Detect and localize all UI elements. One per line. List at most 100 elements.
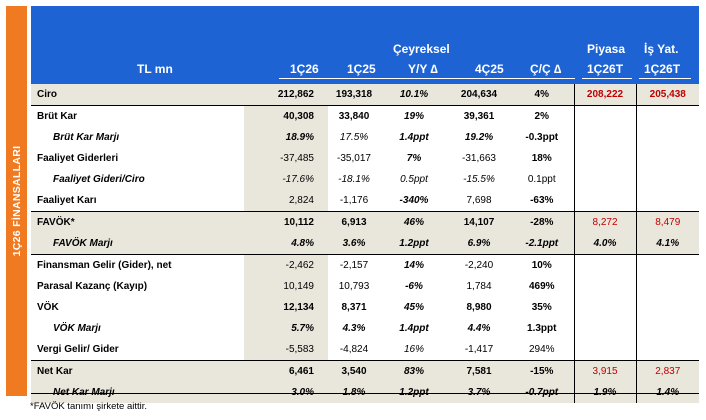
row-label: Faaliyet Karı <box>37 195 97 206</box>
cell-piyasa <box>573 297 636 318</box>
cell-piyasa <box>573 105 636 127</box>
cell-4c25: -15.5% <box>463 174 495 185</box>
cell-4c25: -2,240 <box>448 254 510 276</box>
cell-yy: 1.2ppt <box>380 233 448 255</box>
cell-cc: -15% <box>510 360 574 382</box>
cell-1c25: 1.8% <box>328 382 380 403</box>
cell-isyat <box>635 148 699 169</box>
row-vergi: Vergi Gelir/ Gider -5,583 -4,824 16% -1,… <box>31 339 699 361</box>
cell-4c25: 4.4% <box>467 323 491 334</box>
header-col-4c25: 4Ç25 <box>475 62 504 76</box>
row-label: Net Kar Marjı <box>31 382 244 403</box>
cell-isyat <box>635 105 699 127</box>
cell-yy: 45% <box>403 302 424 313</box>
cell-1c26: 10,112 <box>244 211 328 233</box>
row-label: Parasal Kazanç (Kayıp) <box>37 281 148 292</box>
cell-isyat <box>635 276 699 297</box>
cell-1c26: 3.0% <box>244 382 328 403</box>
cell-piyasa: 1.9% <box>573 382 636 403</box>
cell-1c25: -4,824 <box>339 344 369 355</box>
cell-isyat: 4.1% <box>635 233 699 255</box>
cell-cc: 35% <box>531 302 552 313</box>
cell-yy: 16% <box>403 344 424 355</box>
cell-isyat: 1.4% <box>635 382 699 403</box>
cell-yy: 1.4ppt <box>399 132 429 143</box>
cell-piyasa: 3,915 <box>573 360 636 382</box>
cell-4c25: 1,784 <box>466 281 492 292</box>
row-label: FAVÖK* <box>31 211 244 233</box>
cell-1c26: 212,862 <box>244 84 328 106</box>
cell-1c25: 6,913 <box>328 211 380 233</box>
cell-cc: 4% <box>510 84 574 106</box>
cell-1c26: -37,485 <box>244 148 328 169</box>
row-faaliyet-gideri-ciro: Faaliyet Gideri/Ciro -17.6% -18.1% 0.5pp… <box>31 169 699 190</box>
cell-yy: -340% <box>399 195 429 206</box>
header-col-1c26: 1Ç26 <box>290 62 319 76</box>
row-net-kar: Net Kar 6,461 3,540 83% 7,581 -15% 3,915… <box>31 360 699 382</box>
cell-1c26: 4.8% <box>244 233 328 255</box>
cell-yy: 10.1% <box>380 84 448 106</box>
cell-1c25: 8,371 <box>341 302 367 313</box>
row-faaliyet-kari: Faaliyet Karı 2,824 -1,176 -340% 7,698 -… <box>31 190 699 212</box>
cell-cc: -2.1ppt <box>510 233 574 255</box>
cell-piyasa <box>573 169 636 190</box>
cell-1c25: -35,017 <box>337 153 371 164</box>
cell-piyasa: 208,222 <box>573 84 636 106</box>
header-piyasa-bottom: 1Ç26T <box>587 62 624 76</box>
cell-cc: 469% <box>528 281 555 292</box>
table-header: TL mn 1Ç26 1Ç25 Çeyreksel Y/Y ∆ 4Ç25 Ç/Ç… <box>31 6 699 84</box>
row-brut-kar-marji: Brüt Kar Marjı 18.9% 17.5% 1.4ppt 19.2% … <box>31 127 699 148</box>
row-faaliyet-giderleri: Faaliyet Giderleri -37,485 -35,017 7% -3… <box>31 148 699 169</box>
row-net-kar-marji: Net Kar Marjı 3.0% 1.8% 1.2ppt 3.7% -0.7… <box>31 382 699 403</box>
cell-1c26: -5,583 <box>244 339 328 361</box>
row-vok-marji: VÖK Marjı 5.7% 4.3% 1.4ppt 4.4% 1.3ppt <box>31 318 699 339</box>
cell-4c25: -1,417 <box>464 344 494 355</box>
row-label: Ciro <box>31 84 244 106</box>
cell-piyasa <box>573 190 636 212</box>
cell-piyasa: 4.0% <box>573 233 636 255</box>
row-label: FAVÖK Marjı <box>31 233 244 255</box>
row-finansman: Finansman Gelir (Gider), net -2,462 -2,1… <box>31 254 699 276</box>
cell-isyat: 8,479 <box>635 211 699 233</box>
header-metric-label: TL mn <box>137 62 173 76</box>
cell-yy: 0.5ppt <box>400 174 428 185</box>
cell-cc: 0.1ppt <box>527 174 556 185</box>
header-col-yy: Y/Y ∆ <box>408 62 438 76</box>
cell-cc: 10% <box>510 254 574 276</box>
cell-isyat <box>635 169 699 190</box>
cell-1c25: 4.3% <box>342 323 366 334</box>
row-ciro: Ciro 212,862 193,318 10.1% 204,634 4% 20… <box>31 84 699 106</box>
header-col-1c25: 1Ç25 <box>347 62 376 76</box>
cell-cc: -0.3ppt <box>525 132 559 143</box>
cell-4c25: -31,663 <box>462 153 496 164</box>
cell-1c25: -18.1% <box>338 174 370 185</box>
cell-1c25: 3.6% <box>328 233 380 255</box>
cell-1c26: 2,824 <box>244 190 328 212</box>
header-isyat-top: İş Yat. <box>644 42 679 56</box>
cell-1c26: 10,149 <box>244 276 328 297</box>
cell-4c25: 19.2% <box>464 132 494 143</box>
cell-1c25: -2,157 <box>328 254 380 276</box>
sidebar-title-bar: 1Ç26 FİNANSALLARI <box>6 6 27 396</box>
footnote: *FAVÖK tanımı şirkete aittir. <box>30 401 148 412</box>
cell-yy: 7% <box>406 153 422 164</box>
cell-isyat <box>635 339 699 361</box>
cell-cc: 2% <box>510 105 574 127</box>
cell-yy: 1.4ppt <box>399 323 429 334</box>
cell-4c25: 3.7% <box>448 382 510 403</box>
cell-4c25: 6.9% <box>448 233 510 255</box>
header-group-quarterly: Çeyreksel <box>393 42 450 56</box>
cell-isyat <box>635 127 699 148</box>
header-underline-isyat <box>639 78 691 79</box>
cell-1c25: 3,540 <box>328 360 380 382</box>
cell-piyasa <box>573 127 636 148</box>
cell-1c25: 193,318 <box>328 84 380 106</box>
cell-isyat: 205,438 <box>635 84 699 106</box>
header-piyasa-top: Piyasa <box>587 42 626 56</box>
cell-1c26: 12,134 <box>244 297 328 318</box>
cell-cc: -0.7ppt <box>510 382 574 403</box>
cell-1c25: 10,793 <box>338 281 370 292</box>
cell-4c25: 39,361 <box>448 105 510 127</box>
row-label: Brüt Kar <box>31 105 244 127</box>
row-label: Faaliyet Gideri/Ciro <box>53 174 145 185</box>
